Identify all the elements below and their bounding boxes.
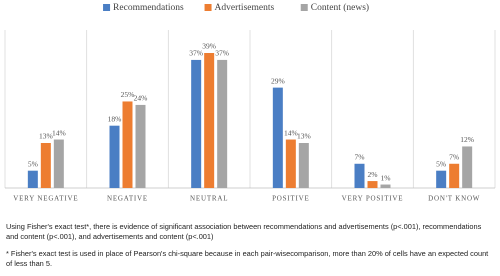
value-label: 37% — [189, 49, 203, 58]
x-tick-label: DON'T KNOW — [428, 195, 480, 203]
bar — [354, 163, 365, 188]
bar — [135, 104, 146, 188]
bar — [217, 59, 228, 188]
value-label: 13% — [297, 132, 311, 141]
legend-swatch — [204, 4, 212, 11]
x-tick-label: POSITIVE — [272, 195, 310, 203]
value-label: 2% — [368, 170, 378, 179]
value-label: 1% — [381, 173, 391, 182]
chart: Recommendations Advertisements Content (ne… — [4, 2, 496, 203]
x-tick-label: VERY POSITIVE — [342, 195, 404, 203]
x-tick-label: VERY NEGATIVE — [13, 195, 78, 203]
note: * Fisher's exact test is used in place o… — [6, 249, 489, 268]
bar — [462, 146, 473, 188]
x-tick-label: NEUTRAL — [190, 195, 228, 203]
value-label: 7% — [449, 152, 459, 161]
legend-label: Recommendations — [113, 3, 184, 13]
value-label: 29% — [271, 76, 285, 85]
value-label: 24% — [134, 94, 148, 103]
notes: Using Fisher's exact test*, there is evi… — [6, 222, 494, 276]
bar — [27, 170, 38, 188]
bar — [53, 139, 64, 188]
bar — [204, 53, 215, 188]
value-label: 5% — [436, 159, 446, 168]
value-label: 14% — [52, 128, 66, 137]
value-label: 12% — [460, 135, 474, 144]
bar — [449, 163, 460, 188]
x-tick-label: NEGATIVE — [107, 195, 148, 203]
value-label: 25% — [121, 90, 135, 99]
bar — [109, 125, 120, 188]
bar — [285, 139, 296, 188]
legend-swatch — [300, 4, 308, 11]
legend-label: Content (news) — [311, 2, 369, 13]
bar — [122, 101, 133, 188]
value-label: 5% — [28, 159, 38, 168]
value-label: 39% — [202, 42, 216, 51]
value-label: 7% — [355, 152, 365, 161]
legend-label: Advertisements — [215, 3, 275, 13]
bar — [40, 143, 51, 188]
bar — [367, 181, 378, 188]
value-label: 13% — [39, 132, 53, 141]
note: Using Fisher's exact test*, there is evi… — [6, 222, 482, 241]
value-label: 18% — [108, 114, 122, 123]
bar — [191, 59, 202, 188]
value-label: 37% — [215, 49, 229, 58]
bar — [298, 143, 309, 188]
bar — [436, 170, 447, 188]
bar — [380, 184, 391, 188]
legend-swatch — [103, 4, 111, 11]
bar — [272, 87, 283, 188]
value-label: 14% — [284, 128, 298, 137]
